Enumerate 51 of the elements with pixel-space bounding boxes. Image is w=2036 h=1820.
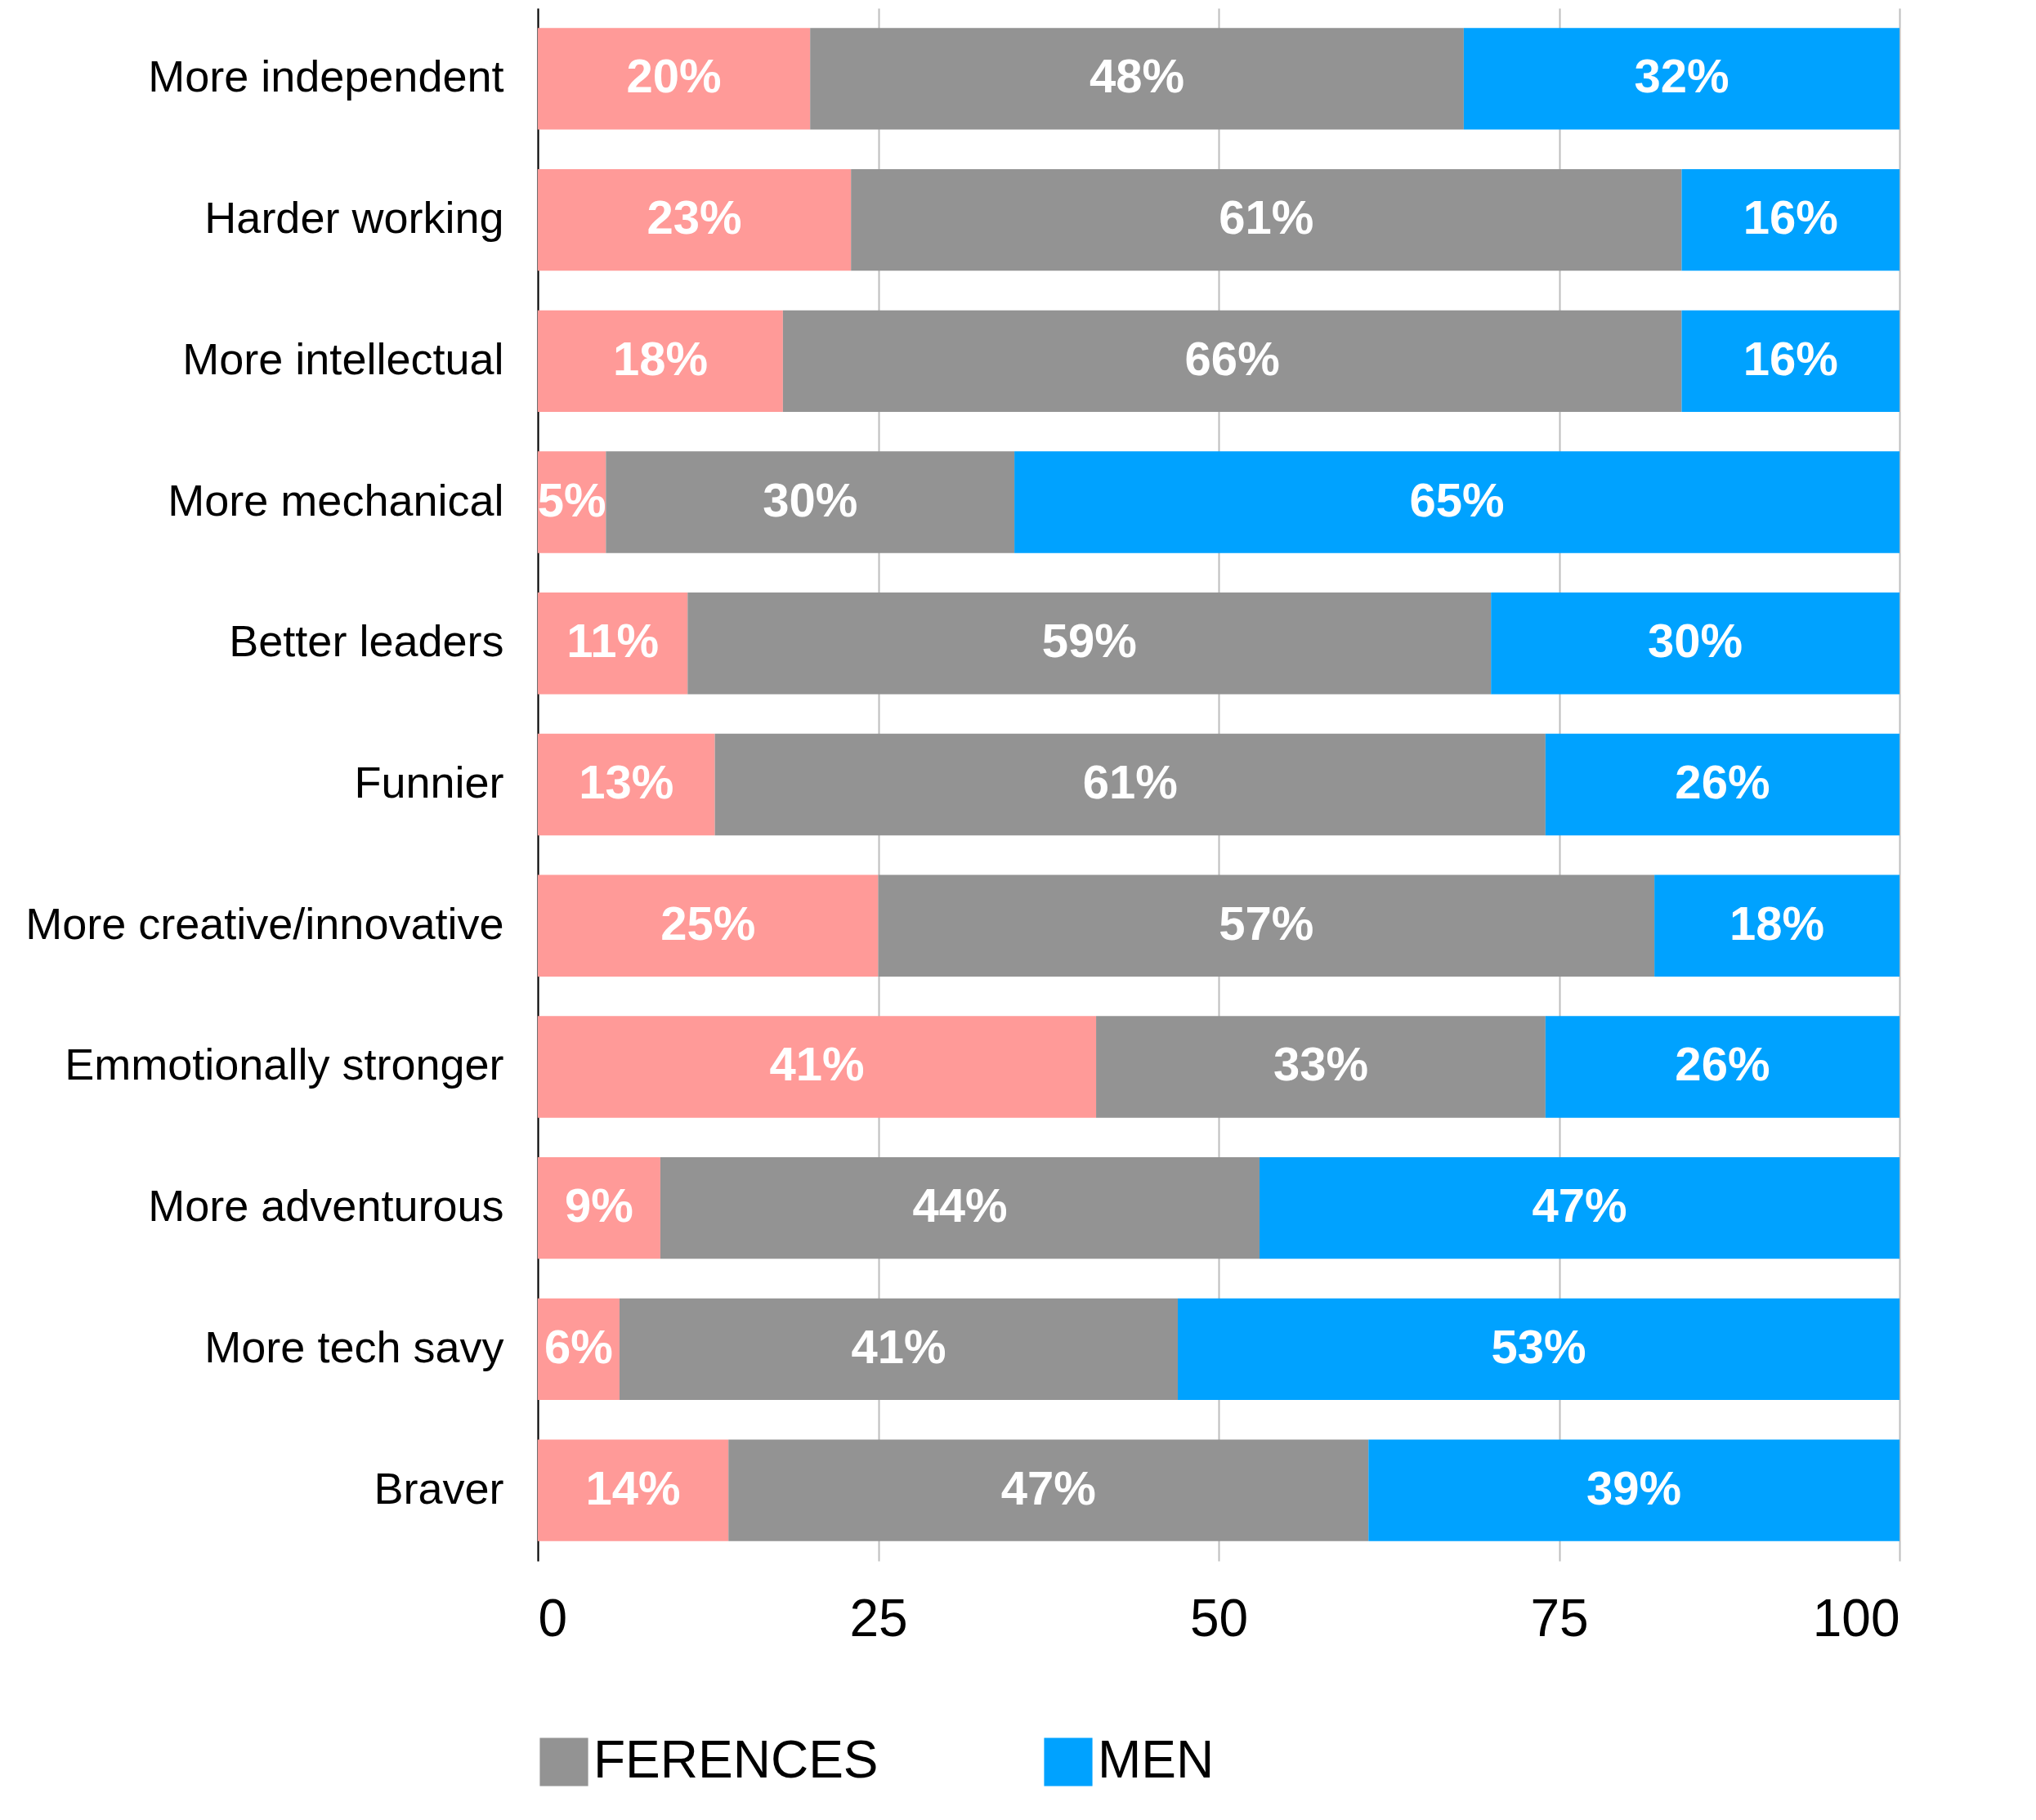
x-tick-label: 0 [538, 1588, 568, 1648]
data-label: 18% [1729, 896, 1825, 950]
data-label: 13% [579, 755, 674, 808]
data-label: 20% [626, 49, 722, 103]
data-label: 6% [544, 1319, 613, 1373]
y-tick-label: More creative/innovative [25, 898, 504, 948]
data-label: 23% [647, 190, 742, 244]
data-label: 59% [1041, 614, 1137, 668]
y-tick-label: More independent [148, 51, 504, 101]
y-tick-label: Better leaders [229, 616, 504, 666]
data-label: 32% [1634, 49, 1729, 103]
data-label: 44% [912, 1178, 1008, 1232]
data-label: 11% [566, 614, 660, 668]
data-label: 5% [537, 472, 606, 526]
data-label: 9% [565, 1178, 633, 1232]
x-tick-label: 50 [1189, 1588, 1249, 1648]
data-label: 53% [1491, 1319, 1586, 1373]
data-label: 30% [1648, 614, 1743, 668]
data-label: 39% [1586, 1460, 1682, 1514]
data-label: 33% [1273, 1037, 1368, 1091]
y-tick-label: Emmotionally stronger [65, 1040, 504, 1089]
y-tick-label: Funnier [354, 758, 504, 807]
x-tick-label: 25 [849, 1588, 908, 1648]
data-label: 18% [612, 331, 708, 385]
y-tick-label: More intellectual [182, 333, 504, 383]
data-label: 16% [1743, 190, 1838, 244]
data-label: 16% [1743, 331, 1838, 385]
y-tick-label: Braver [374, 1463, 504, 1513]
data-label: 26% [1675, 1037, 1770, 1091]
data-label: 41% [769, 1037, 865, 1091]
data-label: 65% [1409, 472, 1505, 526]
legend-label: MEN [1098, 1730, 1215, 1789]
y-tick-label: More tech savy [204, 1321, 504, 1371]
data-label: 47% [1000, 1460, 1096, 1514]
data-label: 66% [1184, 331, 1280, 385]
y-tick-label: Harder working [204, 193, 504, 243]
data-label: 57% [1219, 896, 1314, 950]
data-label: 61% [1082, 755, 1178, 808]
data-label: 30% [763, 472, 858, 526]
y-tick-label: More mechanical [168, 475, 504, 525]
data-label: 41% [851, 1319, 946, 1373]
data-label: 61% [1219, 190, 1314, 244]
y-tick-label: More adventurous [148, 1181, 504, 1231]
x-tick-label: 100 [1812, 1588, 1900, 1648]
data-label: 48% [1089, 49, 1185, 103]
data-label: 14% [585, 1460, 681, 1514]
legend-label: FERENCES [593, 1730, 879, 1789]
data-label: 25% [660, 896, 756, 950]
data-label: 26% [1675, 755, 1770, 808]
x-tick-label: 75 [1530, 1588, 1589, 1648]
data-label: 47% [1532, 1178, 1627, 1232]
